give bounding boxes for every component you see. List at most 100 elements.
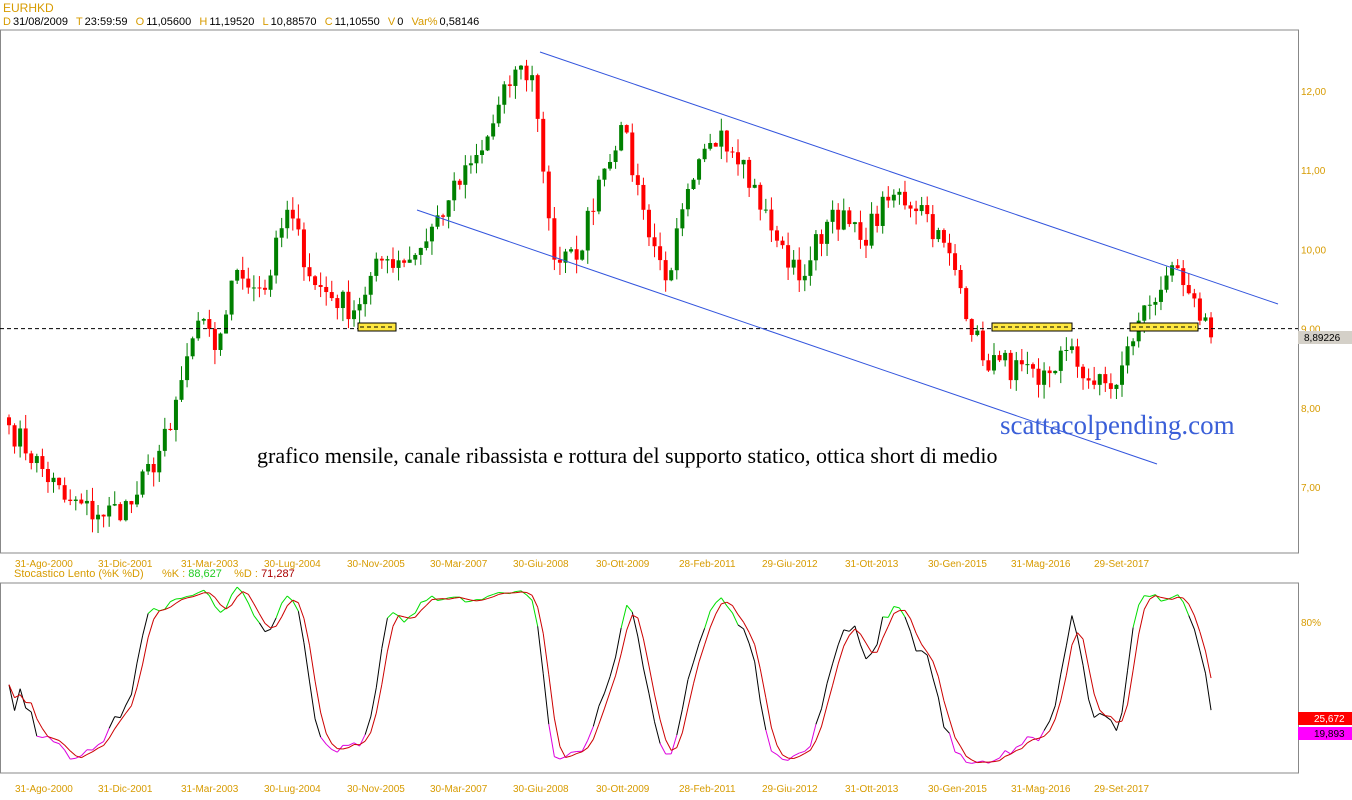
candle [1003,350,1008,367]
d-line-segment [86,751,93,756]
candle [1053,370,1058,375]
k-line-segment [1193,629,1201,652]
k-line-segment [1082,665,1090,700]
candle-body [1036,368,1041,385]
candle-body [847,210,852,225]
candle [157,444,162,482]
candle [162,417,167,457]
k-line-segment [954,751,961,755]
d-line-segment [904,610,911,620]
candle-body [290,209,295,219]
candle [797,247,802,292]
k-line-segment [615,627,622,658]
candle [101,514,106,528]
candle-body [329,292,334,299]
candle [641,177,646,220]
candle-body [279,228,284,238]
candle-body [1025,364,1030,366]
d-line-segment [526,592,533,596]
k-line-segment [854,625,861,645]
candle-body [802,275,807,281]
d-line-segment [8,684,16,698]
candle-body [524,65,529,81]
d-line-segment [1038,735,1045,739]
d-line-segment [64,744,71,752]
k-line-segment [592,705,600,727]
d-line-segment [809,740,817,751]
candle [23,414,28,461]
candle-body [630,132,635,176]
candle-body [930,214,935,240]
k-line-segment [331,749,338,753]
d-line-segment [487,596,494,600]
d-line-segment [553,718,561,747]
d-line-segment [598,708,605,725]
candle-body [491,123,496,137]
candle [329,280,334,302]
candle-body [207,319,212,329]
d-line-segment [92,747,99,753]
candle-body [12,425,17,447]
candle-body [902,191,907,206]
candle [285,200,290,239]
k-line-segment [1065,615,1073,646]
candle-body [997,355,1002,361]
d-line-segment [498,592,505,595]
candle-body [246,278,251,288]
x-tick-label: 31-Mar-2003 [181,784,239,795]
d-line-segment [47,736,54,739]
d-line-segment [570,753,577,757]
candle-body [224,314,229,334]
candle-body [825,221,830,244]
candle-body [1075,346,1080,367]
x-tick-label: 30-Mar-2007 [430,559,488,570]
candle [379,256,384,269]
candle [491,114,496,140]
candle [96,505,101,534]
candle-body [468,163,473,166]
k-line-segment [565,752,572,758]
candle-body [1203,317,1208,321]
channel-lower-line [416,209,1158,465]
candle [557,246,562,275]
candle [390,247,395,273]
d-line-segment [342,747,349,750]
k-line-segment [1088,699,1095,718]
candle-body [1008,352,1013,381]
k-line-segment [698,628,706,644]
candle-body [658,246,663,261]
candle-body [719,130,724,147]
stochastic-last-badge [1298,727,1352,740]
candle-body [546,171,551,219]
d-line-segment [398,615,405,618]
candle [608,154,613,171]
d-line-segment [431,598,438,601]
d-line-segment [214,597,221,606]
candle-body [168,428,173,430]
x-tick-label: 30-Mar-2007 [430,784,488,795]
candle [919,196,924,216]
candle [530,65,535,92]
candle [774,225,779,248]
candle-body [552,218,557,260]
candle-body [1186,285,1191,294]
k-line-segment [14,688,21,711]
d-line-segment [754,644,761,670]
candle-body [858,222,863,240]
d-line-segment [971,759,978,764]
k-line-segment [620,605,628,629]
d-line-segment [130,687,138,706]
candle [251,275,256,302]
candle-body [1047,370,1052,374]
candle [730,146,735,158]
d-line-segment [75,755,82,759]
candle-body [45,468,50,483]
candle-body [1003,352,1008,361]
d-line-segment [815,726,822,741]
k-line-segment [799,750,805,754]
d-line-segment [454,596,460,599]
close-key: C [324,16,333,28]
x-tick-label: 30-Ott-2009 [596,784,650,795]
candle-body [608,161,613,169]
d-line-segment [314,680,322,713]
